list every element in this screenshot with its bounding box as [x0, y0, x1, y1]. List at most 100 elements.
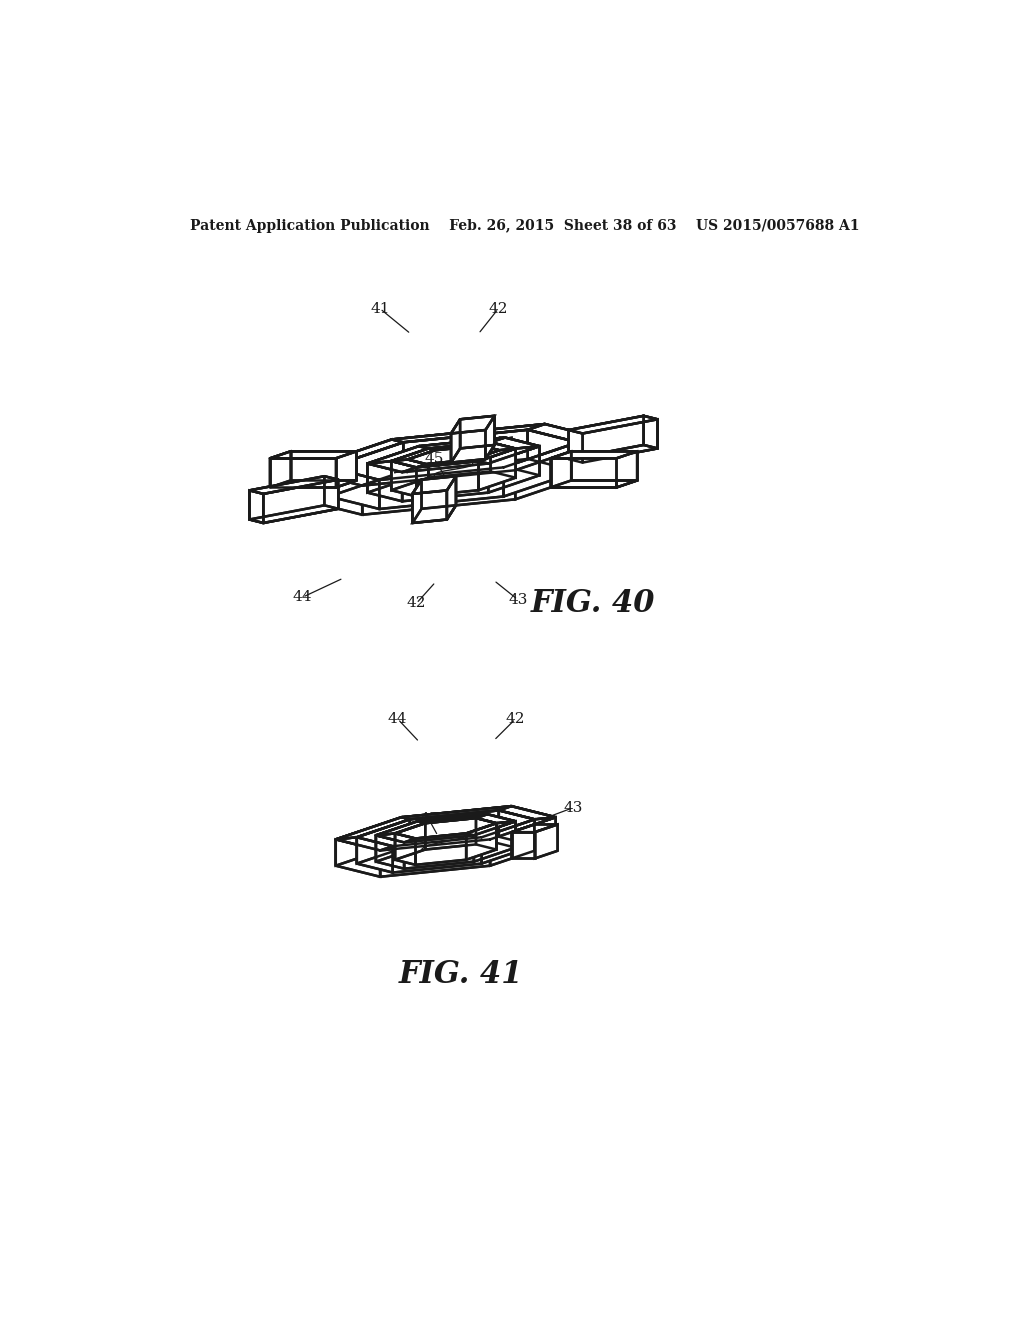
- Polygon shape: [402, 463, 488, 502]
- Polygon shape: [392, 837, 481, 873]
- Polygon shape: [571, 451, 637, 480]
- Polygon shape: [356, 837, 392, 873]
- Polygon shape: [478, 446, 540, 463]
- Polygon shape: [413, 477, 456, 494]
- Polygon shape: [376, 821, 418, 862]
- Polygon shape: [422, 477, 456, 508]
- Polygon shape: [425, 818, 476, 850]
- Polygon shape: [485, 416, 495, 459]
- Polygon shape: [376, 836, 404, 869]
- Polygon shape: [417, 461, 478, 496]
- Polygon shape: [476, 818, 497, 850]
- Polygon shape: [490, 817, 556, 866]
- Polygon shape: [410, 810, 499, 846]
- Polygon shape: [270, 480, 356, 487]
- Polygon shape: [644, 416, 657, 449]
- Polygon shape: [413, 479, 422, 523]
- Polygon shape: [362, 470, 515, 515]
- Polygon shape: [568, 445, 657, 462]
- Polygon shape: [416, 833, 466, 865]
- Polygon shape: [329, 467, 379, 510]
- Polygon shape: [270, 451, 356, 458]
- Polygon shape: [466, 824, 497, 859]
- Polygon shape: [391, 461, 417, 496]
- Text: 44: 44: [293, 590, 312, 605]
- Polygon shape: [336, 837, 392, 850]
- Polygon shape: [583, 420, 657, 462]
- Polygon shape: [481, 442, 516, 450]
- Polygon shape: [535, 825, 558, 858]
- Text: 42: 42: [407, 597, 426, 610]
- Polygon shape: [291, 451, 356, 480]
- Polygon shape: [368, 461, 417, 473]
- Polygon shape: [512, 825, 558, 832]
- Text: 45: 45: [419, 812, 438, 826]
- Polygon shape: [404, 836, 474, 869]
- Polygon shape: [300, 440, 403, 470]
- Polygon shape: [551, 451, 571, 487]
- Polygon shape: [401, 807, 511, 820]
- Polygon shape: [402, 461, 488, 473]
- Polygon shape: [250, 506, 338, 523]
- Polygon shape: [362, 467, 515, 486]
- Polygon shape: [527, 424, 606, 442]
- Polygon shape: [428, 442, 490, 450]
- Polygon shape: [451, 420, 460, 462]
- Polygon shape: [487, 814, 515, 847]
- Polygon shape: [395, 824, 425, 859]
- Polygon shape: [512, 825, 535, 858]
- Polygon shape: [368, 446, 428, 463]
- Text: 44: 44: [388, 711, 408, 726]
- Text: 45: 45: [424, 451, 443, 466]
- Polygon shape: [418, 814, 487, 847]
- Polygon shape: [568, 430, 583, 462]
- Text: FIG. 41: FIG. 41: [399, 960, 523, 990]
- Polygon shape: [551, 480, 637, 487]
- Polygon shape: [391, 459, 426, 467]
- Polygon shape: [499, 810, 535, 846]
- Polygon shape: [478, 449, 516, 490]
- Polygon shape: [380, 840, 490, 876]
- Polygon shape: [250, 491, 263, 523]
- Polygon shape: [419, 437, 505, 449]
- Polygon shape: [499, 807, 556, 820]
- Text: 43: 43: [508, 593, 527, 607]
- Polygon shape: [391, 449, 428, 490]
- Polygon shape: [476, 814, 515, 824]
- Polygon shape: [481, 820, 535, 863]
- Polygon shape: [545, 424, 606, 469]
- Polygon shape: [379, 467, 504, 510]
- Polygon shape: [300, 470, 362, 515]
- Polygon shape: [392, 424, 545, 442]
- Polygon shape: [488, 446, 540, 492]
- Polygon shape: [392, 424, 545, 469]
- Text: FIG. 40: FIG. 40: [530, 587, 655, 619]
- Polygon shape: [460, 416, 495, 449]
- Polygon shape: [413, 506, 456, 523]
- Polygon shape: [551, 458, 616, 487]
- Polygon shape: [527, 430, 578, 471]
- Polygon shape: [451, 416, 495, 433]
- Polygon shape: [395, 833, 416, 865]
- Polygon shape: [451, 430, 485, 462]
- Polygon shape: [413, 491, 446, 523]
- Polygon shape: [325, 477, 338, 508]
- Text: 42: 42: [488, 301, 508, 315]
- Polygon shape: [511, 807, 556, 843]
- Polygon shape: [401, 807, 511, 843]
- Polygon shape: [263, 479, 338, 523]
- Polygon shape: [404, 833, 474, 842]
- Text: 41: 41: [370, 301, 389, 315]
- Polygon shape: [466, 821, 515, 836]
- Polygon shape: [391, 449, 435, 461]
- Polygon shape: [472, 449, 516, 461]
- Polygon shape: [336, 817, 401, 866]
- Polygon shape: [504, 442, 578, 496]
- Polygon shape: [403, 430, 527, 471]
- Text: 42: 42: [506, 711, 525, 726]
- Polygon shape: [505, 437, 540, 475]
- Polygon shape: [481, 817, 556, 840]
- Polygon shape: [451, 445, 495, 462]
- Polygon shape: [336, 840, 380, 876]
- Polygon shape: [250, 477, 325, 520]
